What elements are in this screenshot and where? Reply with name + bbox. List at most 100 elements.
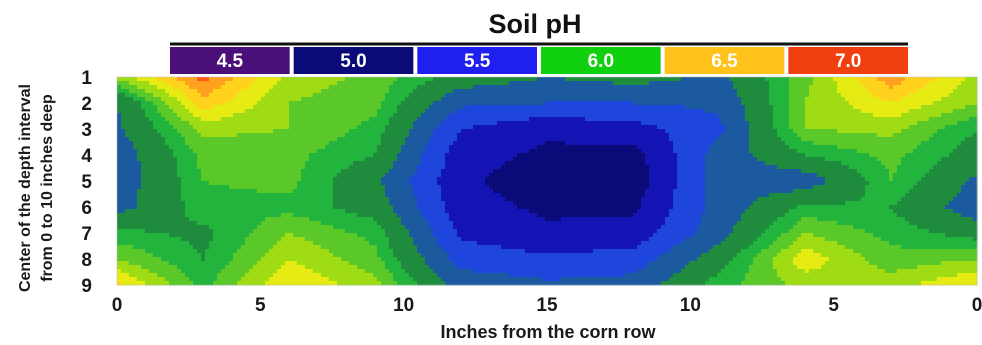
contour-cell — [497, 117, 502, 122]
contour-cell — [517, 145, 522, 150]
contour-cell — [641, 149, 646, 154]
contour-cell — [373, 97, 378, 102]
contour-cell — [697, 161, 702, 166]
contour-cell — [693, 137, 698, 142]
contour-cell — [785, 89, 790, 94]
contour-cell — [809, 137, 814, 142]
contour-cell — [889, 149, 894, 154]
contour-cell — [177, 149, 182, 154]
contour-cell — [789, 141, 794, 146]
contour-cell — [297, 109, 302, 114]
contour-cell — [713, 85, 718, 90]
contour-cell — [197, 89, 202, 94]
contour-cell — [849, 133, 854, 138]
contour-cell — [929, 145, 934, 150]
contour-cell — [141, 141, 146, 146]
contour-cell — [649, 81, 654, 86]
contour-cell — [273, 109, 278, 114]
contour-cell — [209, 121, 214, 126]
contour-cell — [381, 141, 386, 146]
contour-cell — [949, 153, 954, 158]
contour-cell — [193, 125, 198, 130]
contour-cell — [661, 165, 666, 170]
contour-cell — [177, 77, 182, 82]
contour-cell — [809, 129, 814, 134]
contour-cell — [417, 129, 422, 134]
contour-cell — [941, 165, 946, 170]
contour-cell — [305, 141, 310, 146]
contour-cell — [897, 153, 902, 158]
contour-cell — [169, 149, 174, 154]
contour-cell — [457, 133, 462, 138]
contour-cell — [961, 101, 966, 106]
contour-cell — [401, 149, 406, 154]
contour-cell — [569, 89, 574, 94]
contour-cell — [765, 97, 770, 102]
contour-cell — [293, 161, 298, 166]
contour-cell — [805, 117, 810, 122]
contour-cell — [261, 109, 266, 114]
contour-cell — [629, 81, 634, 86]
contour-cell — [449, 89, 454, 94]
contour-cell — [881, 109, 886, 114]
contour-cell — [173, 157, 178, 162]
contour-cell — [313, 129, 318, 134]
contour-cell — [165, 157, 170, 162]
contour-cell — [381, 81, 386, 86]
contour-cell — [497, 89, 502, 94]
contour-cell — [153, 137, 158, 142]
contour-cell — [645, 161, 650, 166]
contour-cell — [345, 101, 350, 106]
contour-cell — [617, 141, 622, 146]
contour-cell — [497, 153, 502, 158]
contour-cell — [241, 81, 246, 86]
contour-cell — [297, 145, 302, 150]
contour-cell — [521, 101, 526, 106]
contour-cell — [265, 105, 270, 110]
contour-cell — [577, 137, 582, 142]
contour-cell — [829, 153, 834, 158]
contour-cell — [841, 105, 846, 110]
contour-cell — [933, 125, 938, 130]
contour-cell — [685, 141, 690, 146]
contour-cell — [453, 165, 458, 170]
contour-cell — [277, 105, 282, 110]
contour-cell — [565, 93, 570, 98]
contour-cell — [853, 89, 858, 94]
contour-cell — [473, 145, 478, 150]
contour-cell — [601, 101, 606, 106]
contour-cell — [853, 105, 858, 110]
contour-cell — [733, 121, 738, 126]
contour-cell — [257, 121, 262, 126]
contour-cell — [181, 93, 186, 98]
contour-cell — [233, 141, 238, 146]
contour-cell — [513, 85, 518, 90]
contour-cell — [377, 121, 382, 126]
contour-cell — [505, 89, 510, 94]
contour-cell — [701, 109, 706, 114]
contour-cell — [593, 161, 598, 166]
contour-cell — [881, 157, 886, 162]
contour-cell — [825, 113, 830, 118]
contour-cell — [901, 117, 906, 122]
contour-cell — [537, 93, 542, 98]
contour-cell — [945, 97, 950, 102]
contour-cell — [549, 133, 554, 138]
contour-cell — [717, 165, 722, 170]
contour-cell — [245, 97, 250, 102]
contour-cell — [717, 97, 722, 102]
contour-cell — [373, 109, 378, 114]
contour-cell — [721, 133, 726, 138]
contour-cell — [649, 133, 654, 138]
contour-cell — [817, 105, 822, 110]
contour-cell — [369, 149, 374, 154]
contour-cell — [237, 77, 242, 82]
contour-cell — [933, 149, 938, 154]
contour-cell — [149, 85, 154, 90]
contour-cell — [137, 105, 142, 110]
contour-cell — [873, 149, 878, 154]
contour-cell — [413, 81, 418, 86]
contour-cell — [449, 113, 454, 118]
contour-cell — [805, 97, 810, 102]
contour-cell — [653, 93, 658, 98]
